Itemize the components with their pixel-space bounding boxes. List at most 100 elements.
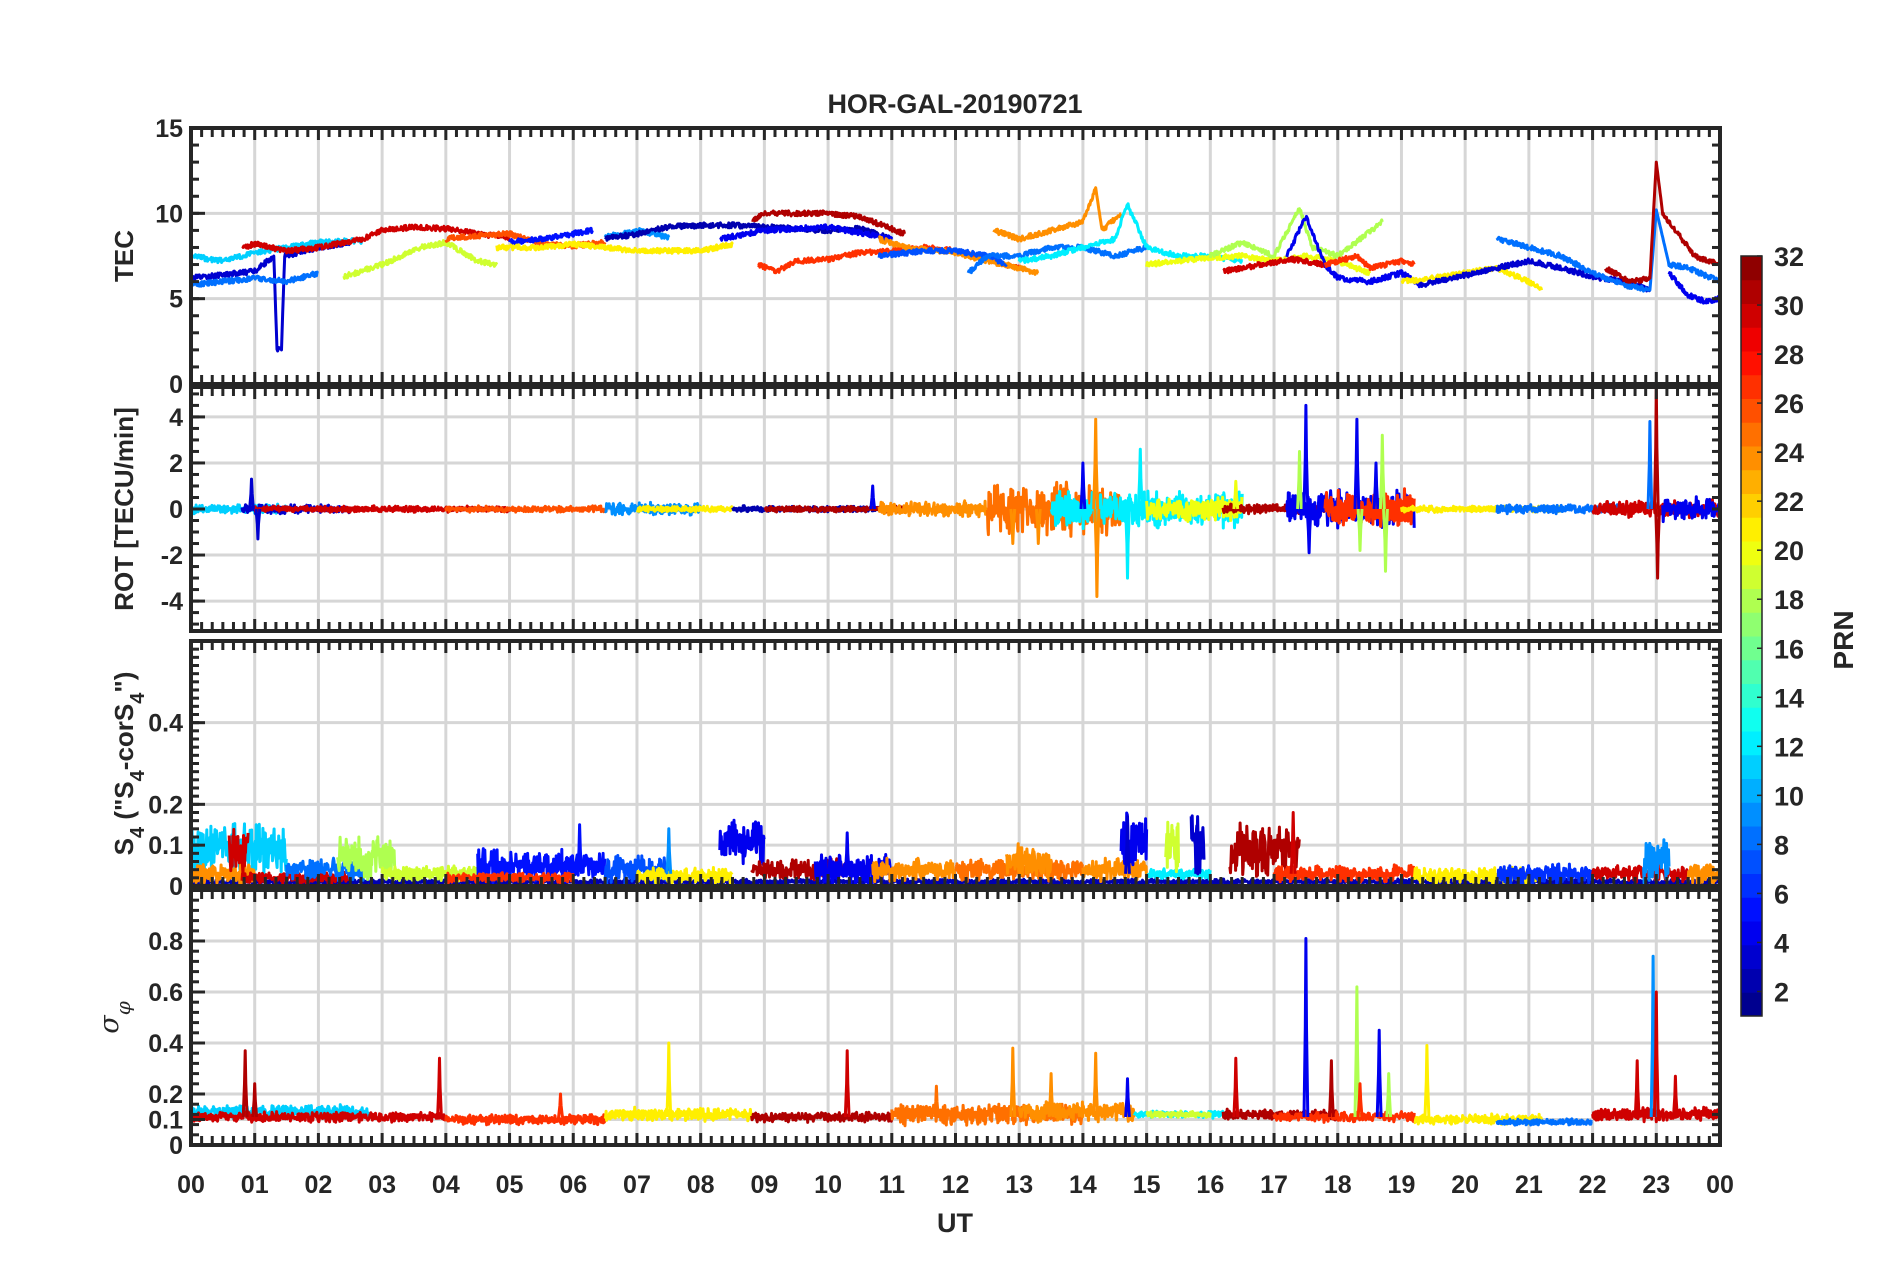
colorbar-tick-label: 10 [1774, 781, 1804, 811]
rot-spike-prn-4 [1302, 403, 1310, 510]
s4-spike-prn-4 [843, 831, 851, 874]
panel-s4: 00.10.20.4S4 ("S4-corS4") [109, 639, 1722, 901]
s4-trace-prn-19 [1164, 820, 1180, 874]
y-tick-label-tec: 5 [169, 286, 183, 314]
s4-trace-prn-24 [871, 856, 957, 884]
s4-trace-prn-5 [476, 847, 607, 885]
sigma-spike-prn-30 [436, 1056, 443, 1118]
colorbar-swatch [1741, 636, 1762, 661]
x-tick-label: 01 [241, 1171, 269, 1199]
rot-trace-prn-24 [877, 499, 989, 519]
series-tec [191, 160, 1720, 353]
y-tick-label-rot: -4 [161, 588, 183, 616]
x-tick-label: 04 [432, 1171, 460, 1199]
tec-line-prn-8 [1495, 208, 1720, 293]
s4-trace-prn-27 [1272, 863, 1416, 884]
rot-spike-prn-4 [1079, 461, 1087, 510]
tec-line-prn-27 [1323, 253, 1416, 272]
sigma-spike-prn-27 [557, 1092, 564, 1118]
y-tick-label-rot: 4 [169, 404, 183, 432]
y-axis-label-sigma: σφ [94, 1001, 135, 1033]
y-axis-label-tec: TEC [109, 230, 139, 282]
colorbar-swatch [1741, 683, 1762, 708]
panel-rot: -4 -2 0 2 4 ROT [TECU/min] [109, 385, 1722, 633]
colorbar-swatch [1741, 778, 1762, 803]
rot-spike-prn-18 [1356, 508, 1364, 552]
x-tick-labels: 00 01 02 03 04 05 06 07 08 09 10 11 12 13 14 15 16 17 18 19… [177, 1171, 1734, 1199]
colorbar-tick-label: 2 [1774, 977, 1789, 1007]
rot-spike-prn-31 [1652, 387, 1660, 510]
s4-trace-prn-4 [1119, 811, 1149, 867]
y-tick-label-sigma: 0.1 [148, 1107, 183, 1135]
colorbar-tick-label: 6 [1774, 879, 1789, 909]
y-tick-label-tec: 10 [155, 200, 183, 228]
sigma-trace-prn-21 [603, 1105, 753, 1123]
s4-trace-prn-30 [1591, 864, 1690, 884]
s4-trace-prn-31 [1228, 821, 1301, 878]
x-tick-label: 07 [623, 1171, 651, 1199]
sigma-spike-prn-21 [665, 1041, 673, 1118]
colorbar-tick-label: 14 [1774, 683, 1804, 713]
sigma-spike-prn-24 [1092, 1051, 1100, 1118]
tec-line-prn-5 [508, 226, 594, 246]
series-sigma [191, 937, 1720, 1128]
tec-line-prn-21 [495, 240, 734, 255]
colorbar-swatch [1741, 731, 1762, 756]
colorbar-swatch [1741, 398, 1762, 423]
sigma-spike-prn-18 [1353, 985, 1361, 1118]
tec-line-prn-7 [877, 246, 1008, 267]
colorbar-swatch [1741, 564, 1762, 589]
sigma-spike-prn-31 [1328, 1059, 1335, 1118]
x-tick-label: 08 [687, 1171, 715, 1199]
sigma-trace-prn-27 [444, 1113, 607, 1127]
colorbar-tick-label: 4 [1774, 928, 1789, 958]
s4-trace-prn-24 [1005, 842, 1053, 881]
sigma-spike-prn-24 [1047, 1072, 1055, 1118]
sigma-trace-prn-30 [1591, 1105, 1720, 1124]
x-ticks-s4 [189, 639, 1722, 888]
colorbar-swatch [1741, 517, 1762, 542]
x-tick-label: 02 [305, 1171, 333, 1199]
s4-trace-prn-6 [1495, 862, 1594, 886]
y-axis-label-s4: S4 ("S4-corS4") [109, 672, 149, 856]
y-tick-label-rot: 0 [169, 496, 183, 524]
colorbar-swatch [1741, 493, 1762, 518]
rot-trace-prn-21 [635, 504, 734, 514]
sigma-spike-prn-30 [1232, 1056, 1240, 1118]
colorbar-swatch [1741, 754, 1762, 779]
sigma-spike-prn-4 [1302, 937, 1310, 1118]
s4-trace-prn-24 [1081, 856, 1149, 883]
rot-spike-prn-24 [1092, 417, 1100, 510]
rot-spike-prn-12 [1136, 447, 1144, 510]
x-tick-label: 15 [1133, 1171, 1161, 1199]
y-tick-label-sigma: 0.6 [148, 979, 183, 1007]
sigma-spike-prn-31 [251, 1082, 259, 1118]
y-tick-label-sigma: 0.8 [148, 928, 183, 956]
tec-line-prn-4 [1667, 271, 1720, 305]
colorbar-tick-label: 8 [1774, 830, 1789, 860]
x-tick-label: 20 [1451, 1171, 1479, 1199]
colorbar-tick-label: 12 [1774, 732, 1804, 762]
colorbar-swatch [1741, 659, 1762, 684]
colorbar-tick-label: 26 [1774, 389, 1804, 419]
panel-sigma: 00.10.2 0.4 0.6 0.8 σφ [94, 888, 1722, 1160]
sigma-trace-prn-30 [191, 1110, 447, 1124]
x-tick-label: 12 [942, 1171, 970, 1199]
colorbar-swatch [1741, 303, 1762, 328]
y-tick-label-rot: -2 [161, 542, 183, 570]
sigma-spike-prn-27 [1356, 1082, 1364, 1118]
x-ticks-tec [189, 126, 1722, 386]
sigma-spike-prn-18 [1385, 1072, 1393, 1118]
colorbar-tick-label: 16 [1774, 634, 1804, 664]
rot-spike-prn-18 [1296, 450, 1303, 510]
tec-line-prn-4 [1285, 214, 1423, 289]
rot-trace-prn-26 [444, 504, 607, 514]
colorbar-swatch [1741, 374, 1762, 399]
s4-trace-prn-3 [1189, 814, 1206, 876]
colorbar-swatch [1741, 351, 1762, 376]
s4-spike-prn-9 [665, 827, 673, 874]
x-axis-label: UT [937, 1208, 973, 1238]
